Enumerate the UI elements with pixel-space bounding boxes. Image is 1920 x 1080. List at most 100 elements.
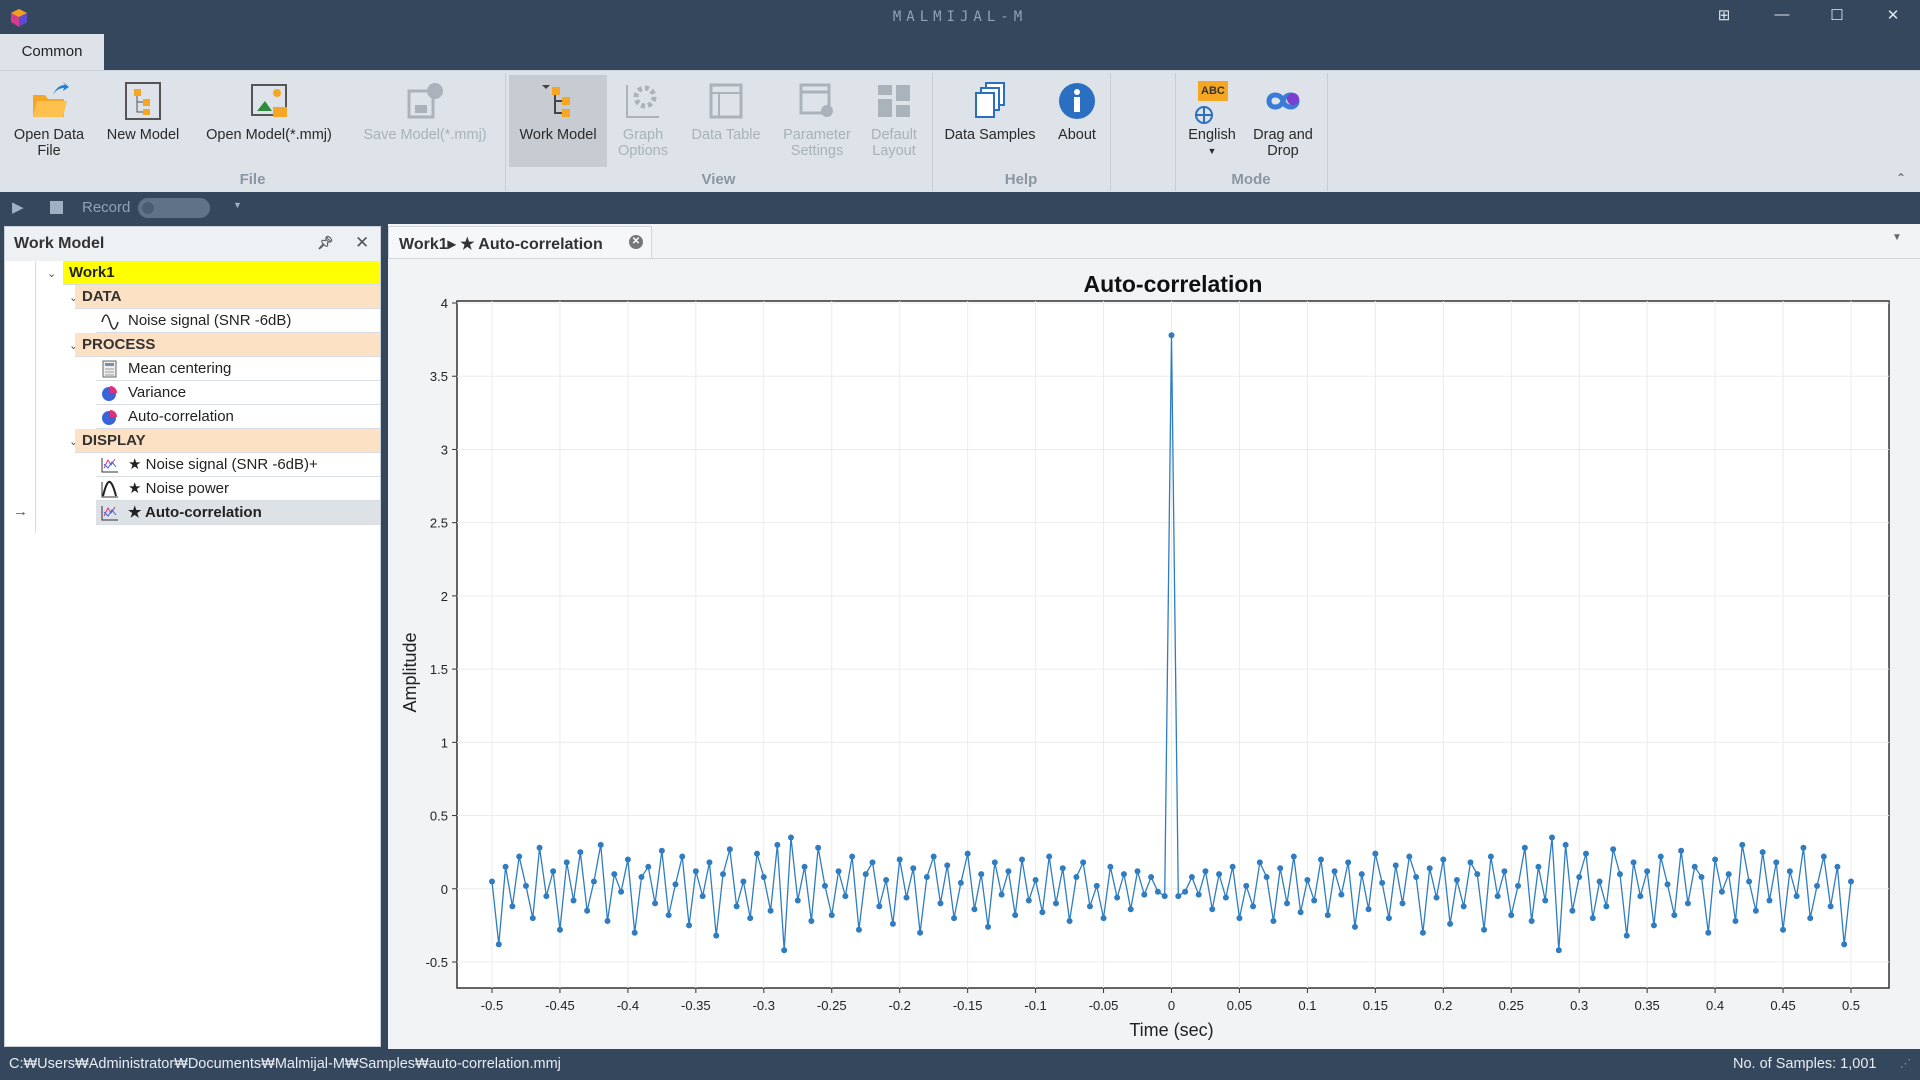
pin-icon[interactable]: 📌︎: [317, 235, 334, 250]
wave-icon: [101, 314, 119, 330]
close-tab-icon[interactable]: ✕: [629, 235, 643, 249]
data-point: [1800, 844, 1807, 851]
data-point: [1019, 856, 1026, 863]
calculator-icon: [102, 360, 117, 378]
data-point: [1379, 879, 1386, 886]
ribbon-separator: [1175, 73, 1176, 191]
data-point: [1284, 900, 1291, 907]
data-point: [1481, 926, 1488, 933]
open-data-file-button[interactable]: Open Data File: [6, 77, 92, 159]
chevron-down-icon[interactable]: ⌄: [69, 340, 79, 352]
x-tick-label: -0.15: [953, 998, 983, 1013]
close-panel-icon[interactable]: ✕: [355, 233, 370, 252]
data-point: [869, 859, 876, 866]
button-label: Open Data File: [13, 127, 85, 159]
data-point: [1549, 834, 1556, 841]
stop-icon[interactable]: [50, 201, 63, 214]
tree-item[interactable]: Auto-correlation: [96, 405, 380, 429]
minimize-button[interactable]: —: [1774, 6, 1790, 23]
data-point: [1807, 915, 1814, 922]
app-logo-icon: [11, 9, 27, 27]
document-area: Work1▸ ★ Auto-correlation ✕ ▼ -0.5 -0.45-…: [388, 224, 1920, 1049]
data-point: [1093, 882, 1100, 889]
open-model-button[interactable]: Open Model(*.mmj): [196, 77, 342, 143]
ribbon-tab-strip: [0, 34, 1920, 70]
data-point: [1188, 874, 1195, 881]
tree-group-process[interactable]: PROCESS: [75, 333, 380, 357]
y-tick-label: 1.5: [430, 662, 448, 677]
data-point: [1406, 853, 1413, 860]
tree-node-work1[interactable]: Work1: [63, 261, 380, 285]
maximize-button[interactable]: ☐: [1830, 7, 1844, 24]
data-point: [1392, 862, 1399, 869]
data-table-button[interactable]: Data Table: [682, 77, 770, 143]
data-point: [1351, 923, 1358, 930]
tab-common[interactable]: Common: [0, 34, 104, 70]
x-tick-label: 0.45: [1770, 998, 1795, 1013]
record-toggle[interactable]: [138, 198, 210, 218]
dropdown-arrow-icon: ▼: [1207, 146, 1217, 156]
data-point: [1786, 868, 1793, 875]
save-model-button[interactable]: Save Model(*.mmj): [354, 77, 496, 143]
tree-item[interactable]: Noise signal (SNR -6dB): [96, 309, 380, 333]
about-button[interactable]: About: [1048, 77, 1106, 143]
resize-grip-icon[interactable]: ⋰: [1900, 1058, 1911, 1070]
tree-item[interactable]: Mean centering: [96, 357, 380, 381]
sample-count: No. of Samples: 1,001: [1733, 1056, 1877, 1072]
parameter-settings-button[interactable]: Parameter Settings: [776, 77, 858, 159]
record-dropdown-icon[interactable]: ▼: [233, 200, 242, 210]
tree-item[interactable]: ★ Noise signal (SNR -6dB)+: [96, 453, 380, 477]
chart-view: -0.5 -0.45 -0.4 -0.35 -0.3 -0.25 -0.2 -0.15 -0.1…: [388, 258, 1920, 1049]
line-chart-icon: [101, 458, 118, 473]
group-label-mode: Mode: [1231, 171, 1271, 188]
drag-and-drop-button[interactable]: Drag and Drop: [1248, 77, 1318, 159]
tree-item[interactable]: Variance: [96, 381, 380, 405]
chevron-down-icon[interactable]: ⌄: [69, 436, 79, 448]
data-point: [1542, 897, 1549, 904]
work-model-button[interactable]: Work Model: [509, 75, 607, 167]
y-tick-label: 2.5: [430, 516, 448, 531]
restore-layout-button[interactable]: ⊞: [1717, 7, 1731, 24]
tree-item[interactable]: ★ Noise power: [96, 477, 380, 501]
tree-group-data[interactable]: DATA: [75, 285, 380, 309]
data-point: [1154, 888, 1161, 895]
play-icon[interactable]: ▶: [12, 199, 24, 216]
new-model-button[interactable]: New Model: [100, 77, 186, 143]
data-point: [1521, 844, 1528, 851]
current-item-arrow-icon: →: [13, 503, 28, 520]
tree-group-display[interactable]: DISPLAY: [75, 429, 380, 453]
data-point: [828, 912, 835, 919]
data-point: [726, 846, 733, 853]
data-point: [1297, 909, 1304, 916]
data-point: [1576, 874, 1583, 881]
data-point: [917, 929, 924, 936]
data-point: [686, 922, 693, 929]
chevron-down-icon[interactable]: ⌄: [47, 268, 57, 280]
data-point: [1331, 868, 1338, 875]
tab-auto-correlation[interactable]: Work1▸ ★ Auto-correlation ✕: [388, 226, 652, 258]
default-layout-button[interactable]: Default Layout: [862, 77, 926, 159]
node-label: ★ Noise signal (SNR -6dB)+: [128, 456, 318, 473]
data-point: [923, 874, 930, 881]
language-button[interactable]: ABC English ▼: [1180, 77, 1244, 159]
data-point: [699, 893, 706, 900]
tree-guide: [35, 261, 36, 533]
auto-correlation-chart: -0.5 -0.45 -0.4 -0.35 -0.3 -0.25 -0.2 -0.15 -0.1…: [400, 271, 1890, 1040]
data-point: [930, 853, 937, 860]
chevron-down-icon[interactable]: ⌄: [69, 292, 79, 304]
collapse-ribbon-icon[interactable]: ⌃: [1896, 171, 1907, 185]
button-label: Data Table: [691, 127, 761, 143]
graph-options-button[interactable]: Graph Options: [612, 77, 674, 159]
data-point: [1447, 920, 1454, 927]
data-point: [1474, 871, 1481, 878]
data-point: [1773, 859, 1780, 866]
tree-item[interactable]: ★ Auto-correlation: [96, 501, 380, 525]
close-button[interactable]: ✕: [1886, 7, 1900, 24]
data-samples-button[interactable]: Data Samples: [940, 77, 1040, 143]
data-point: [495, 941, 502, 948]
data-point: [1725, 871, 1732, 878]
data-point: [1603, 903, 1610, 910]
data-point: [740, 878, 747, 885]
tab-list-dropdown-icon[interactable]: ▼: [1892, 232, 1902, 243]
data-point: [1222, 894, 1229, 901]
